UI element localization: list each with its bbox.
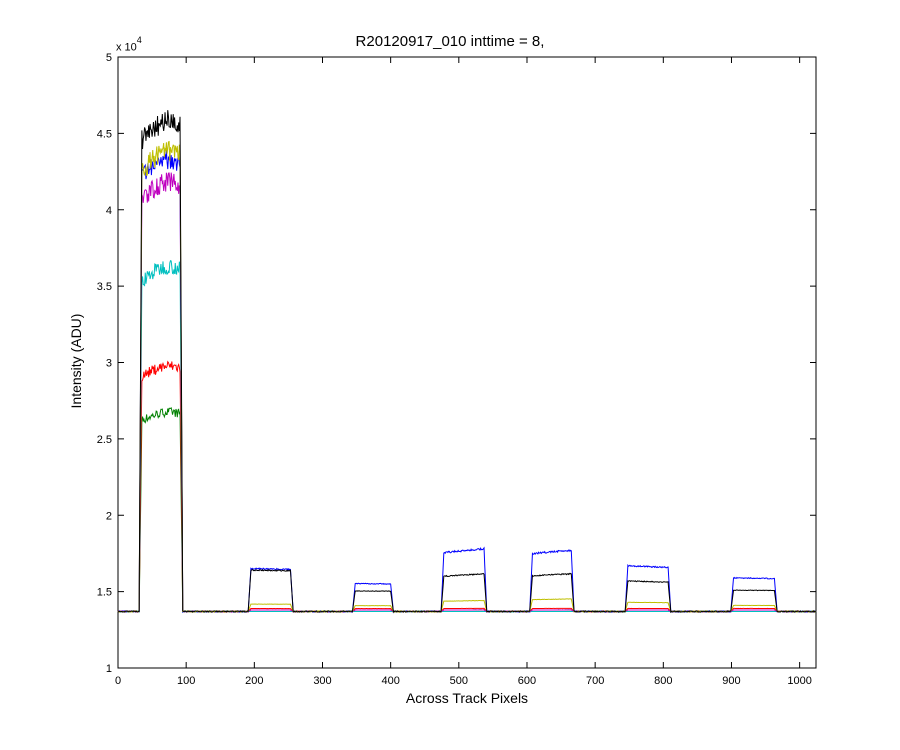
y-tick-label: 3 bbox=[106, 358, 112, 370]
x-tick-label: 800 bbox=[654, 675, 672, 687]
x-tick-label: 400 bbox=[381, 675, 399, 687]
chart-title: R20120917_010 inttime = 8, bbox=[355, 33, 545, 50]
y-tick-label: 5 bbox=[106, 52, 112, 64]
x-tick-label: 600 bbox=[518, 675, 536, 687]
x-tick-label: 200 bbox=[245, 675, 263, 687]
y-tick-label: 4.5 bbox=[97, 128, 112, 140]
y-tick-label: 4 bbox=[106, 205, 112, 217]
x-axis-label: Across Track Pixels bbox=[405, 690, 529, 706]
x-tick-label: 700 bbox=[586, 675, 604, 687]
y-tick-label: 1 bbox=[106, 663, 112, 675]
axes-box bbox=[117, 56, 817, 669]
x-tick-label: 500 bbox=[450, 675, 468, 687]
x-tick-label: 900 bbox=[722, 675, 740, 687]
y-tick-label: 2 bbox=[106, 510, 112, 522]
y-tick-label: 2.5 bbox=[97, 434, 112, 446]
series-line bbox=[117, 110, 817, 614]
y-axis-multiplier: x 104 bbox=[116, 35, 142, 54]
y-tick-label: 1.5 bbox=[97, 587, 112, 599]
x-tick-label: 300 bbox=[313, 675, 331, 687]
y-multiplier-exponent: 4 bbox=[136, 35, 142, 45]
x-tick-label: 0 bbox=[115, 675, 121, 687]
y-multiplier-base: x 10 bbox=[116, 41, 137, 54]
x-tick-label: 100 bbox=[177, 675, 195, 687]
y-tick-label: 3.5 bbox=[97, 281, 112, 293]
x-tick-label: 1000 bbox=[787, 675, 811, 687]
y-axis-label: Intensity (ADU) bbox=[68, 313, 84, 409]
